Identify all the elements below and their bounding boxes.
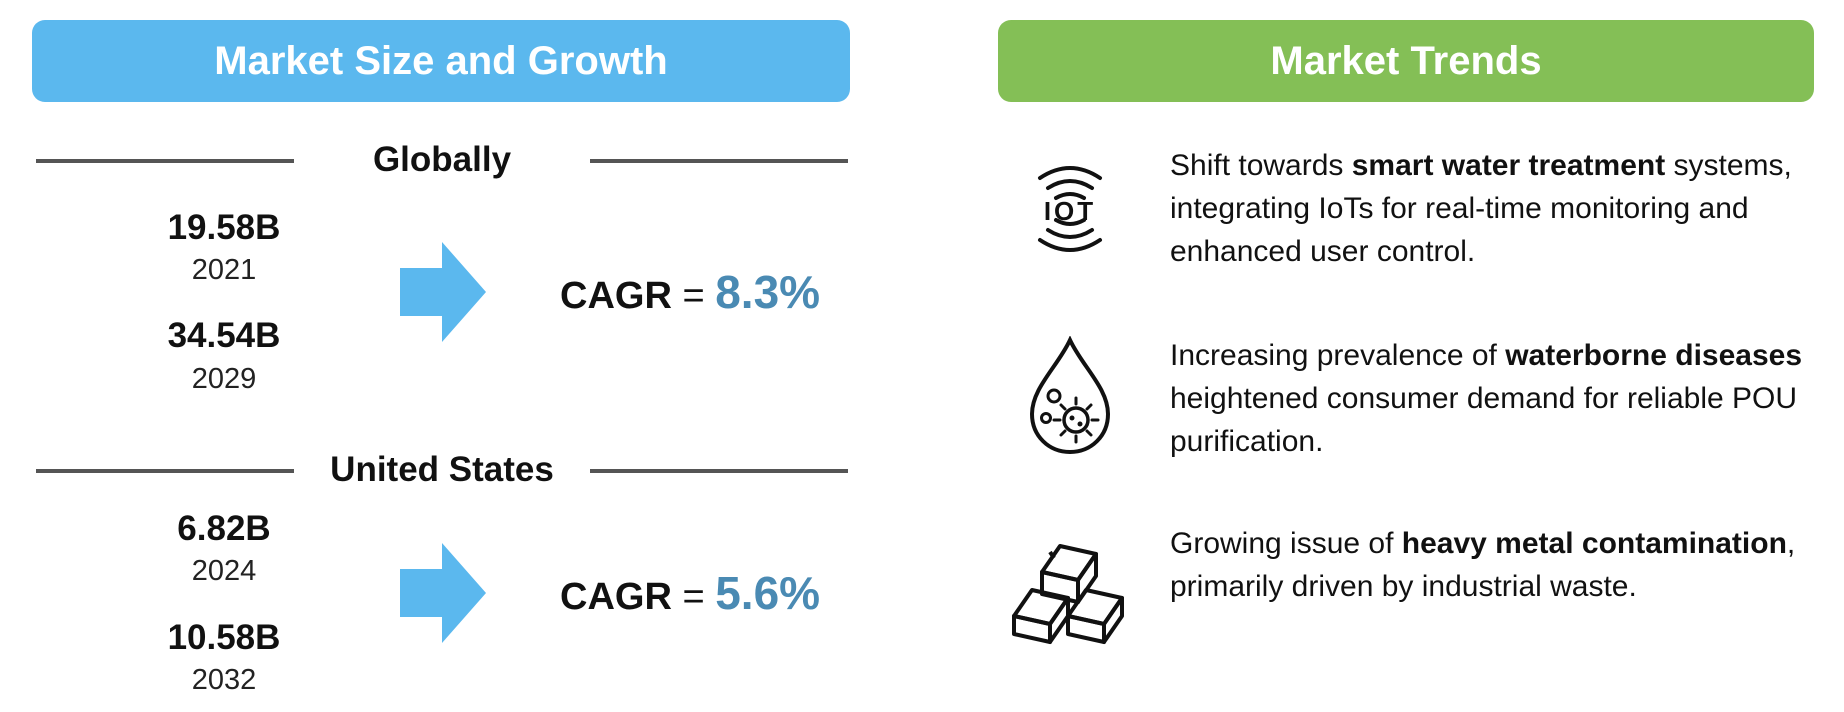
us-arrow-icon (400, 543, 486, 643)
trend-3-before: Growing issue of (1170, 527, 1402, 560)
trend-1-after: systems, integrating IoTs for real-time … (1170, 149, 1792, 268)
trend-2-bold: waterborne diseases (1505, 339, 1803, 372)
us-divider-left (36, 469, 294, 473)
region-label-globally: Globally (372, 140, 512, 179)
trend-heavy-metal: Growing issue of heavy metal contaminati… (1170, 522, 1810, 608)
global-cagr-label: CAGR (560, 275, 672, 317)
water-drop-bacteria-icon (1029, 336, 1111, 455)
trend-2-after: heightened consumer demand for reliable … (1170, 382, 1798, 458)
trend-waterborne-diseases: Increasing prevalence of waterborne dise… (1170, 334, 1810, 463)
us-cagr-equals: = (682, 576, 705, 618)
global-start-year: 2021 (191, 254, 257, 286)
us-cagr-value: 5.6% (715, 567, 821, 619)
trend-2-before: Increasing prevalence of (1170, 339, 1506, 372)
iot-icon: IOT (1038, 166, 1102, 252)
global-cagr-equals: = (682, 275, 705, 317)
market-size-title: Market Size and Growth (214, 38, 668, 83)
us-start-value: 6.82B (177, 509, 271, 548)
us-cagr: CAGR = 5.6% (560, 568, 890, 622)
us-start-year: 2024 (191, 555, 257, 587)
region-label-united-states: United States (330, 450, 554, 489)
us-end-value: 10.58B (167, 618, 281, 657)
iot-icon-text: IOT (1044, 196, 1096, 226)
global-end-year: 2029 (191, 363, 257, 395)
trend-1-bold: smart water treatment (1351, 149, 1666, 182)
metal-ingots-icon (1012, 544, 1124, 644)
trend-smart-water: Shift towards smart water treatment syst… (1170, 144, 1810, 273)
trend-3-after: , primarily driven by industrial waste. (1170, 527, 1796, 603)
trend-1-before: Shift towards (1170, 149, 1352, 182)
globally-divider-right (590, 159, 848, 163)
market-size-banner: Market Size and Growth (32, 20, 850, 102)
global-start-value: 19.58B (167, 208, 281, 247)
us-cagr-label: CAGR (560, 576, 672, 618)
us-divider-right (590, 469, 848, 473)
market-trends-banner: Market Trends (998, 20, 1814, 102)
globally-divider-left (36, 159, 294, 163)
us-end-year: 2032 (191, 664, 257, 696)
global-arrow-icon (400, 242, 486, 342)
global-end-value: 34.54B (167, 316, 281, 355)
market-trends-title: Market Trends (1270, 38, 1542, 83)
global-cagr-value: 8.3% (715, 266, 821, 318)
trend-3-bold: heavy metal contamination (1401, 527, 1787, 560)
global-cagr: CAGR = 8.3% (560, 267, 890, 321)
